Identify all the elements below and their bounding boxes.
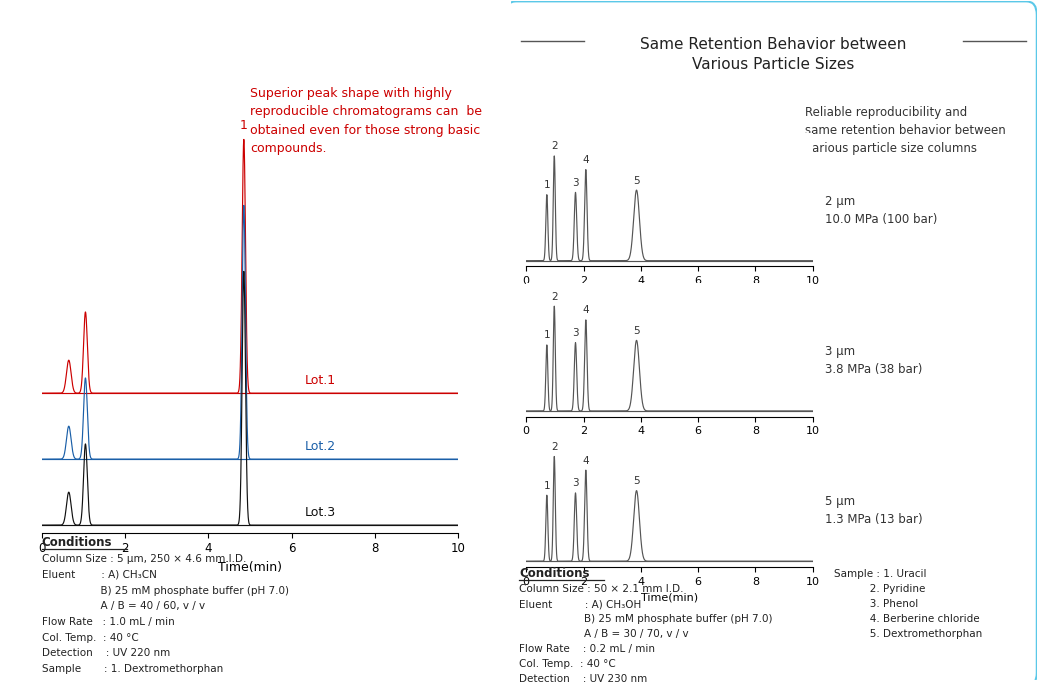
Text: Reliable reproducibility and
same retention behavior between
various particle si: Reliable reproducibility and same retent…: [805, 107, 1006, 156]
Text: 3. Phenol: 3. Phenol: [834, 599, 918, 609]
Text: 4: 4: [582, 155, 589, 165]
Text: 2: 2: [551, 141, 557, 152]
Text: Sample : 1. Uracil: Sample : 1. Uracil: [834, 569, 926, 579]
Text: Lot.2: Lot.2: [304, 440, 336, 453]
Text: Flow Rate   : 1.0 mL / min: Flow Rate : 1.0 mL / min: [42, 617, 174, 627]
X-axis label: Time(min): Time(min): [641, 592, 698, 602]
Text: Col. Temp.  : 40 °C: Col. Temp. : 40 °C: [519, 659, 616, 669]
Text: Conditions: Conditions: [42, 536, 113, 549]
Text: 5: 5: [634, 176, 640, 186]
Text: B) 25 mM phosphate buffer (pH 7.0): B) 25 mM phosphate buffer (pH 7.0): [519, 614, 772, 624]
X-axis label: Time(min): Time(min): [641, 292, 698, 302]
Text: Lot.1: Lot.1: [304, 374, 336, 387]
Text: 4. Berberine chloride: 4. Berberine chloride: [834, 614, 979, 624]
Text: Flow Rate    : 0.2 mL / min: Flow Rate : 0.2 mL / min: [519, 644, 655, 654]
Text: Column Size : 50 × 2.1 mm I.D.: Column Size : 50 × 2.1 mm I.D.: [519, 584, 684, 594]
Text: 5: 5: [634, 326, 640, 336]
Text: Eluent        : A) CH₃CN: Eluent : A) CH₃CN: [42, 570, 156, 580]
Text: 4: 4: [582, 456, 589, 466]
Text: 5. Dextromethorphan: 5. Dextromethorphan: [834, 629, 982, 639]
Text: 1: 1: [544, 481, 550, 490]
Text: Column Size : 5 μm, 250 × 4.6 mm I.D.: Column Size : 5 μm, 250 × 4.6 mm I.D.: [42, 554, 246, 564]
Text: 3: 3: [572, 178, 578, 188]
Text: 2 μm
10.0 MPa (100 bar): 2 μm 10.0 MPa (100 bar): [825, 195, 938, 226]
Text: 5: 5: [634, 476, 640, 486]
Text: Eluent          : A) CH₃OH: Eluent : A) CH₃OH: [519, 599, 641, 609]
X-axis label: Time(min): Time(min): [218, 561, 282, 574]
Text: Lot.3: Lot.3: [304, 506, 336, 519]
Text: A / B = 30 / 70, v / v: A / B = 30 / 70, v / v: [519, 629, 689, 639]
Text: Detection    : UV 230 nm: Detection : UV 230 nm: [519, 674, 647, 683]
Text: 3 μm
3.8 MPa (38 bar): 3 μm 3.8 MPa (38 bar): [825, 345, 922, 376]
Text: Col. Temp.  : 40 °C: Col. Temp. : 40 °C: [42, 632, 139, 643]
Text: 3: 3: [572, 328, 578, 338]
Text: 2. Pyridine: 2. Pyridine: [834, 584, 925, 594]
Text: 1: 1: [544, 180, 550, 190]
Text: 1: 1: [544, 331, 550, 340]
Text: 4: 4: [582, 305, 589, 316]
Text: Detection    : UV 220 nm: Detection : UV 220 nm: [42, 648, 170, 658]
Text: 2: 2: [551, 442, 557, 452]
Text: 3: 3: [572, 478, 578, 488]
Text: A / B = 40 / 60, v / v: A / B = 40 / 60, v / v: [42, 601, 205, 611]
Text: Conditions: Conditions: [519, 567, 590, 580]
Text: Superior peak shape with highly
reproducible chromatograms can  be
obtained even: Superior peak shape with highly reproduc…: [250, 87, 482, 155]
Text: 5 μm
1.3 MPa (13 bar): 5 μm 1.3 MPa (13 bar): [825, 495, 923, 527]
Text: Same Retention Behavior between
Various Particle Sizes: Same Retention Behavior between Various …: [641, 38, 907, 72]
X-axis label: Time(min): Time(min): [641, 442, 698, 452]
Text: 1: 1: [240, 119, 248, 132]
Text: 2: 2: [551, 292, 557, 302]
Text: B) 25 mM phosphate buffer (pH 7.0): B) 25 mM phosphate buffer (pH 7.0): [42, 585, 289, 596]
Text: Sample       : 1. Dextromethorphan: Sample : 1. Dextromethorphan: [42, 664, 223, 674]
